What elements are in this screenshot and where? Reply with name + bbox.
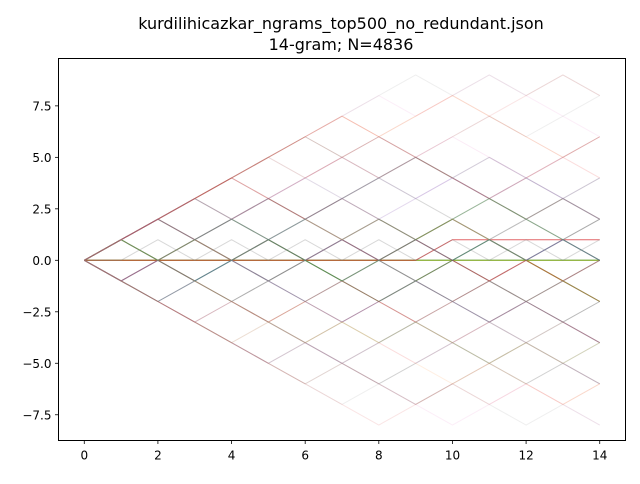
y-tick-label: 5.0 [32,151,51,165]
series-line-14 [84,156,600,261]
series-line-33 [84,239,600,385]
series-line-38 [84,259,600,426]
series-line-16 [84,239,600,302]
series-line-29 [84,177,600,282]
series-line-6 [84,218,600,302]
chart-title-line-1: kurdilihicazkar_ngrams_top500_no_redunda… [138,14,544,34]
y-tick-label: 7.5 [32,99,51,113]
x-tick-label: 12 [518,449,533,463]
series-line-24 [84,259,600,302]
series-line-11 [84,239,600,282]
y-tick-label: 0.0 [32,254,51,268]
series-line-22 [84,239,600,261]
series-line-3 [84,239,600,261]
x-tick-label: 8 [375,449,383,463]
series-layer [84,74,600,426]
series-line-9 [84,239,600,323]
series-line-43 [84,115,600,261]
series-line-37 [84,95,600,261]
series-line-21 [84,259,600,364]
series-line-19 [84,259,600,323]
x-tick-label: 4 [228,449,236,463]
series-line-27 [84,259,600,405]
series-line-23 [84,218,600,261]
series-line-25 [84,218,600,302]
x-tick-label: 10 [445,449,460,463]
series-line-20 [84,177,600,282]
chart-title-line-2: 14-gram; N=4836 [269,35,414,54]
series-line-42 [84,259,600,405]
x-tick-label: 2 [154,449,162,463]
series-line-30 [84,198,600,282]
series-line-44 [84,136,600,261]
series-line-8 [84,259,600,344]
y-tick-label: −7.5 [22,408,51,422]
series-line-18 [84,177,600,261]
x-tick-label: 14 [592,449,607,463]
series-line-32 [84,136,600,261]
y-tick-label: 2.5 [32,202,51,216]
series-line-34 [84,74,600,261]
series-line-31 [84,198,600,302]
y-tick-label: −2.5 [22,305,51,319]
y-tick-label: −5.0 [22,357,51,371]
plot-frame [58,58,626,441]
series-line-17 [84,218,600,282]
series-line-46 [84,156,600,261]
series-line-36 [84,74,600,261]
series-line-7 [84,198,600,261]
series-line-41 [84,95,600,261]
series-line-15 [84,259,600,344]
series-line-28 [84,239,600,344]
series-line-45 [84,259,600,385]
tick-layer: 0 2 4 6 8 10 12 14 −7.5 −5.0 −2.5 0.0 2.5 5.0 7.5 [22,99,607,462]
series-line-40 [84,259,600,426]
series-line-35 [84,74,600,261]
series-line-39 [84,259,600,426]
series-line-12 [84,136,600,261]
x-tick-label: 6 [301,449,309,463]
series-line-26 [84,115,600,261]
series-line-48 [84,136,600,261]
series-line-49 [84,259,600,364]
x-tick-label: 0 [80,449,88,463]
series-line-13 [84,259,600,385]
series-line-47 [84,259,600,364]
series-line-10 [84,198,600,302]
